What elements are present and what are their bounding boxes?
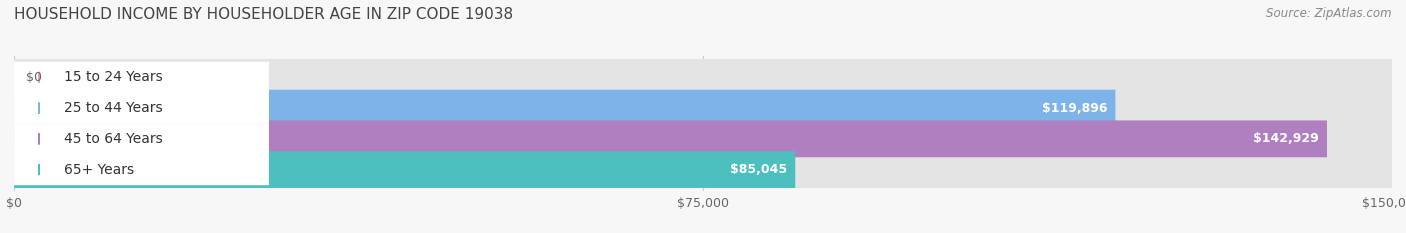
Text: Source: ZipAtlas.com: Source: ZipAtlas.com	[1267, 7, 1392, 20]
FancyBboxPatch shape	[14, 151, 796, 188]
Text: $0: $0	[27, 71, 42, 84]
FancyBboxPatch shape	[14, 93, 269, 124]
FancyBboxPatch shape	[14, 123, 269, 154]
Text: $85,045: $85,045	[730, 163, 787, 176]
Text: 65+ Years: 65+ Years	[63, 163, 134, 177]
FancyBboxPatch shape	[14, 62, 269, 93]
Text: 15 to 24 Years: 15 to 24 Years	[63, 70, 163, 84]
FancyBboxPatch shape	[14, 154, 269, 185]
FancyBboxPatch shape	[14, 59, 1392, 96]
FancyBboxPatch shape	[14, 151, 1392, 188]
FancyBboxPatch shape	[14, 90, 1115, 127]
FancyBboxPatch shape	[14, 90, 1392, 127]
FancyBboxPatch shape	[14, 120, 1392, 157]
FancyBboxPatch shape	[14, 120, 1327, 157]
Text: $142,929: $142,929	[1253, 132, 1319, 145]
Text: 25 to 44 Years: 25 to 44 Years	[63, 101, 162, 115]
Text: HOUSEHOLD INCOME BY HOUSEHOLDER AGE IN ZIP CODE 19038: HOUSEHOLD INCOME BY HOUSEHOLDER AGE IN Z…	[14, 7, 513, 22]
Text: $119,896: $119,896	[1042, 102, 1107, 115]
Text: 45 to 64 Years: 45 to 64 Years	[63, 132, 163, 146]
